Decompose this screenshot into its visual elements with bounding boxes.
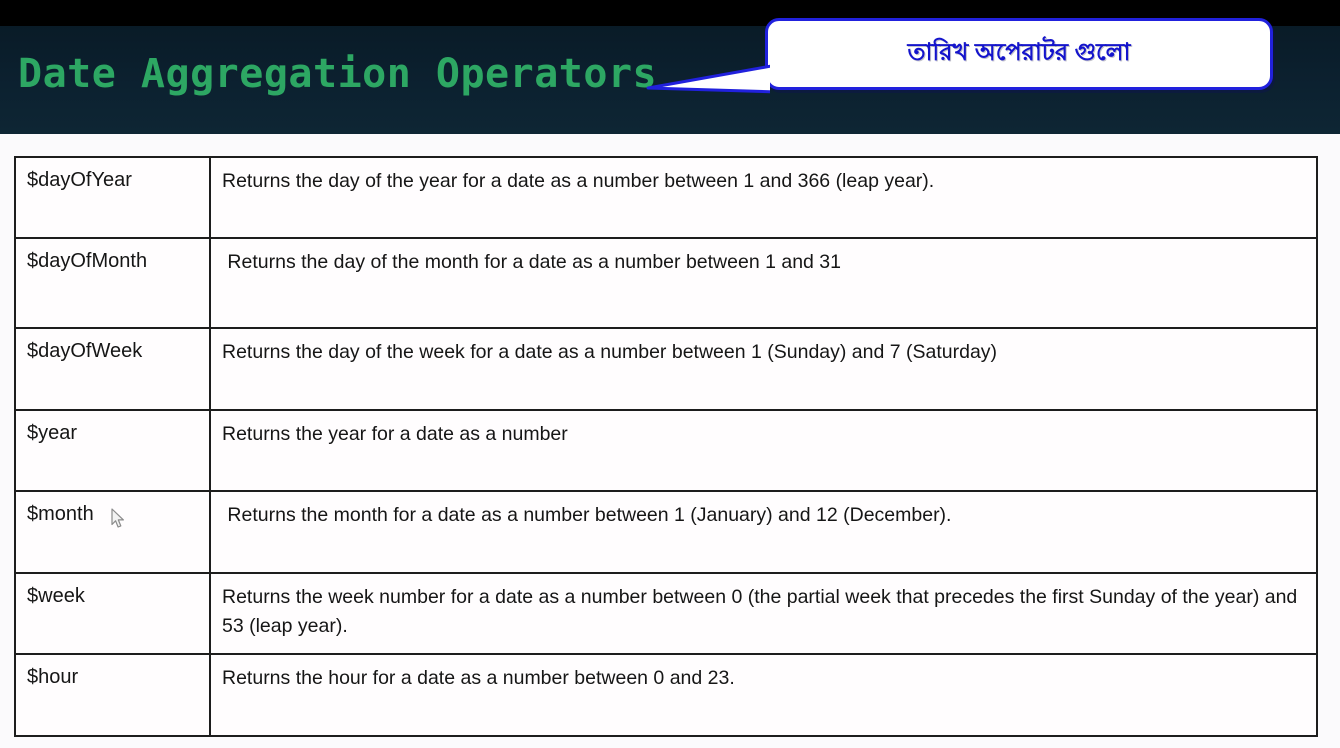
- table-row: $dayOfMonth Returns the day of the month…: [16, 237, 1316, 327]
- mouse-pointer-icon: [111, 508, 124, 528]
- operator-desc-cell: Returns the day of the year for a date a…: [222, 170, 935, 192]
- table-row: $hour Returns the hour for a date as a n…: [16, 653, 1316, 735]
- callout-tail-icon: [646, 64, 770, 94]
- operator-name-cell: $dayOfMonth: [16, 239, 211, 327]
- operator-desc-cell: Returns the day of the week for a date a…: [222, 341, 998, 363]
- operator-name-cell: $month: [16, 492, 211, 572]
- table-row: $dayOfWeek Returns the day of the week f…: [16, 327, 1316, 409]
- operator-name-cell: $hour: [16, 655, 211, 735]
- page-title: Date Aggregation Operators: [18, 51, 658, 97]
- operator-desc-cell: Returns the hour for a date as a number …: [222, 667, 735, 689]
- operator-desc-cell: Returns the day of the month for a date …: [222, 251, 841, 273]
- operator-desc-cell: Returns the month for a date as a number…: [222, 504, 952, 526]
- operator-desc-cell: Returns the year for a date as a number: [222, 423, 568, 445]
- operator-name-cell: $week: [16, 574, 211, 653]
- operator-name-cell: $dayOfYear: [16, 158, 211, 237]
- table-row: $month Returns the month for a date as a…: [16, 490, 1316, 572]
- operators-table: $dayOfYear Returns the day of the year f…: [14, 156, 1318, 737]
- operator-name-cell: $year: [16, 411, 211, 490]
- operator-desc-cell: Returns the week number for a date as a …: [222, 586, 1303, 638]
- table-row: $week Returns the week number for a date…: [16, 572, 1316, 653]
- callout-text: তারিখ অপেরাটর গুলো: [907, 39, 1131, 66]
- callout-bubble: তারিখ অপেরাটর গুলো: [646, 18, 1273, 94]
- operator-name-cell: $dayOfWeek: [16, 329, 211, 409]
- table-row: $dayOfYear Returns the day of the year f…: [16, 158, 1316, 237]
- table-row: $year Returns the year for a date as a n…: [16, 409, 1316, 490]
